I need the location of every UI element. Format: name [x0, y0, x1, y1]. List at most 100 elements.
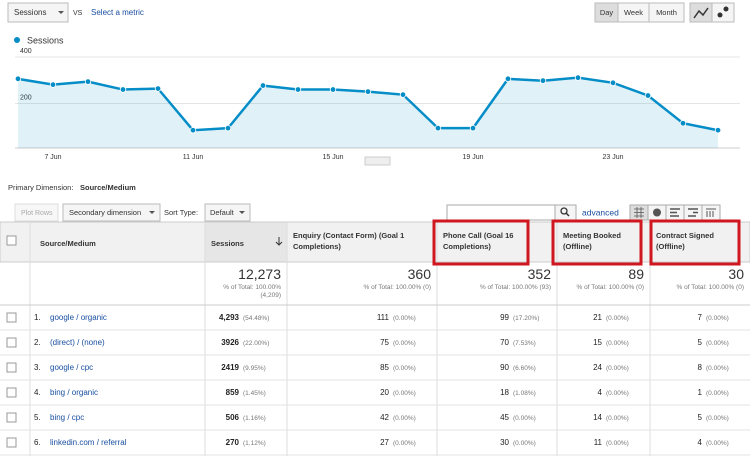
data-point [399, 91, 407, 98]
cell-value: 859 [225, 387, 239, 397]
cell-value: 18 [500, 387, 509, 397]
cell-value: 45 [500, 412, 509, 422]
cell: 111 (0.00%) [287, 313, 431, 322]
cell: 75 (0.00%) [287, 338, 431, 347]
cell-percent: (0.00%) [706, 364, 729, 372]
total-percent: % of Total: 100.00% (4,209) [223, 284, 281, 299]
row-index: 2. [34, 337, 41, 347]
cell-percent: (0.00%) [606, 439, 629, 447]
cell: 270 (1.12%) [205, 438, 281, 447]
select-all-checkbox[interactable] [6, 235, 17, 246]
cell-percent: (0.00%) [706, 414, 729, 422]
range-button-label: Week [624, 8, 643, 17]
column-header: Phone Call (Goal 16 Completions) [443, 231, 514, 251]
row-checkbox[interactable] [6, 362, 17, 373]
search-button[interactable] [554, 204, 577, 221]
row-checkbox[interactable] [6, 312, 17, 323]
pivot-view[interactable] [701, 204, 721, 221]
cell: 506 (1.16%) [205, 413, 281, 422]
data-point [49, 81, 57, 88]
vs-label: VS [73, 10, 83, 17]
cell: 21 (0.00%) [557, 313, 644, 322]
data-point [329, 86, 337, 93]
cell-value: 2419 [221, 362, 239, 372]
row-index: 1. [34, 312, 41, 322]
row-checkbox[interactable] [6, 412, 17, 423]
advanced-link[interactable]: advanced [582, 207, 619, 217]
cell: 45 (0.00%) [437, 413, 551, 422]
row-checkbox[interactable] [6, 437, 17, 448]
chart-handle[interactable] [364, 156, 391, 166]
cell-percent: (1.16%) [243, 414, 266, 422]
plot-rows: Plot Rows [21, 210, 53, 217]
row-source[interactable]: linkedin.com / referral [50, 437, 127, 447]
data-point [84, 78, 92, 85]
x-tick-label: 23 Jun [602, 154, 623, 161]
column-header: Contract Signed (Offline) [656, 231, 714, 251]
sort-label: Sort Type: [164, 208, 198, 217]
data-point [434, 124, 442, 132]
sort-dropdown[interactable] [204, 203, 251, 222]
data-point [154, 85, 162, 92]
cell: 99 (17.20%) [437, 313, 551, 322]
motion-chart-toggle[interactable] [711, 2, 735, 23]
data-point [574, 74, 582, 81]
dimension-value[interactable]: Source/Medium [80, 183, 136, 192]
cell-value: 3926 [221, 337, 239, 347]
total-percent: % of Total: 100.00% (0) [576, 284, 644, 291]
cell: 4 (0.00%) [650, 438, 744, 447]
total-percent: % of Total: 100.00% (93) [479, 284, 551, 291]
row-source[interactable]: bing / cpc [50, 412, 85, 422]
cell-percent: (0.00%) [706, 314, 729, 322]
cell-percent: (0.00%) [393, 414, 416, 422]
cell: 70 (7.53%) [437, 338, 551, 347]
row-source[interactable]: google / cpc [50, 362, 94, 372]
cell-percent: (0.00%) [606, 339, 629, 347]
cell-value: 5 [697, 337, 702, 347]
cell-percent: (0.00%) [393, 364, 416, 372]
search-box[interactable] [446, 204, 556, 221]
cell-value: 5 [697, 412, 702, 422]
row-source[interactable]: (direct) / (none) [50, 337, 105, 347]
cell-value: 20 [380, 387, 389, 397]
month-button[interactable] [648, 2, 685, 23]
row-checkbox[interactable] [6, 387, 17, 398]
cell: 4,293 (54.48%) [205, 313, 281, 322]
select-metric[interactable]: Select a metric [91, 8, 144, 17]
cell-percent: (0.00%) [393, 439, 416, 447]
cell-value: 24 [593, 362, 602, 372]
cell: 5 (0.00%) [650, 413, 744, 422]
row-index: 3. [34, 362, 41, 372]
row-checkbox[interactable] [6, 337, 17, 348]
row-source[interactable]: bing / organic [50, 387, 99, 397]
plot-rows-button[interactable] [14, 203, 59, 222]
secondary-dropdown[interactable] [62, 203, 161, 222]
table-header-bg [0, 221, 750, 263]
metric-dropdown[interactable] [7, 2, 69, 23]
cell: 90 (6.60%) [437, 363, 551, 372]
data-point [259, 82, 267, 89]
cell: 1 (0.00%) [650, 388, 744, 397]
x-tick-label: 19 Jun [462, 154, 483, 161]
cell: 7 (0.00%) [650, 313, 744, 322]
cell-percent: (0.00%) [606, 364, 629, 372]
cell-value: 42 [380, 412, 389, 422]
x-tick-label: 7 Jun [44, 154, 61, 161]
range-button-label: Month [656, 8, 677, 17]
row-index: 6. [34, 437, 41, 447]
cell-value: 21 [593, 312, 602, 322]
cell-percent: (1.12%) [243, 439, 266, 447]
cell-value: 7 [697, 312, 702, 322]
grid-icon [634, 207, 644, 218]
legend-dot [14, 37, 20, 43]
cell: 3926 (22.00%) [205, 338, 281, 347]
search-icon [560, 207, 568, 215]
row-source[interactable]: google / organic [50, 312, 107, 322]
cell: 30 (0.00%) [437, 438, 551, 447]
y-tick-label: 400 [20, 48, 32, 55]
x-tick-label: 11 Jun [183, 154, 204, 161]
cell-value: 90 [500, 362, 509, 372]
cell-percent: (0.00%) [606, 314, 629, 322]
cell-value: 270 [225, 437, 239, 447]
